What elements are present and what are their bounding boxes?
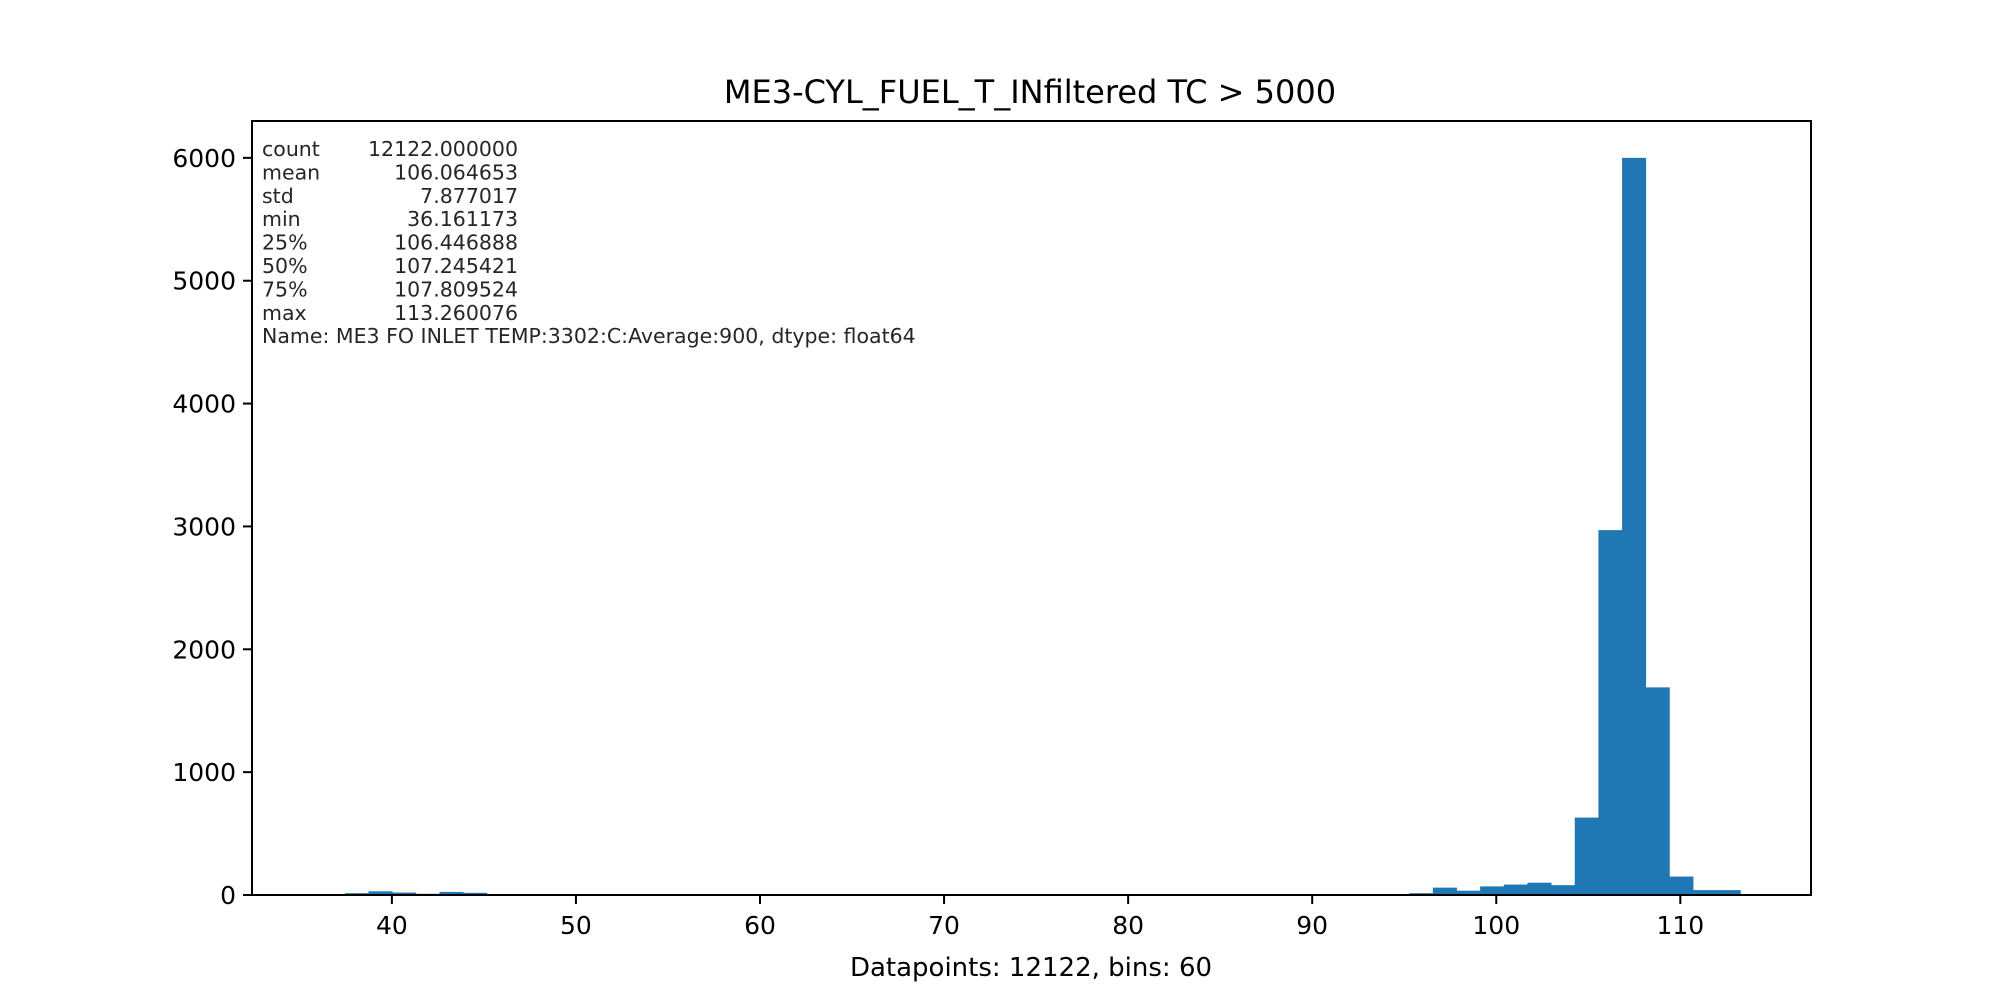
histogram-bar [1598,530,1623,895]
stats-key: 25% [262,231,308,255]
stats-value: 7.877017 [420,184,518,208]
y-axis: 0 1000 2000 3000 4000 5000 6000 [172,144,252,910]
stats-value: 107.245421 [394,254,518,278]
stats-value: 36.161173 [407,207,518,231]
stats-key: std [262,184,294,208]
histogram-bar [1693,890,1718,895]
chart-title: ME3-CYL_FUEL_T_INfiltered TC > 5000 [724,73,1336,111]
stats-value: 113.260076 [394,301,518,325]
histogram-bar [1551,885,1576,895]
histogram-bar [1622,157,1647,896]
y-tick-label: 4000 [172,390,236,419]
x-tick-label: 60 [744,911,776,940]
stats-key: max [262,301,307,325]
stats-value: 106.446888 [394,231,518,255]
histogram-bar [1716,890,1741,895]
histogram-bar [1669,876,1694,895]
histogram-bar [1574,817,1599,895]
histogram-bar [1645,687,1670,895]
histogram-bar [1503,884,1528,895]
stats-key: 75% [262,277,308,301]
stats-key: count [262,137,320,161]
histogram-bar [1432,887,1457,895]
stats-box: count 12122.000000 mean 106.064653 std 7.8770… [262,137,916,348]
y-tick-label: 6000 [172,144,236,173]
stats-value: 106.064653 [394,160,518,184]
histogram-bar [463,892,488,895]
stats-key: min [262,207,301,231]
y-tick-label: 1000 [172,758,236,787]
histogram-bar [368,891,393,895]
histogram-bar [392,892,417,895]
x-tick-label: 110 [1656,911,1704,940]
x-axis: 40 50 60 70 80 90 100 110 [376,895,1704,940]
stats-key: mean [262,160,320,184]
x-axis-label: Datapoints: 12122, bins: 60 [850,953,1212,983]
bars-layer [344,157,1741,896]
x-tick-label: 50 [560,911,592,940]
stats-key: 50% [262,254,308,278]
histogram-bar [1456,890,1481,895]
x-tick-label: 100 [1472,911,1520,940]
y-tick-label: 0 [220,881,236,910]
stats-value: 107.809524 [394,277,518,301]
x-tick-label: 80 [1112,911,1144,940]
stats-footer: Name: ME3 FO INLET TEMP:3302:C:Average:9… [262,324,916,348]
x-tick-label: 70 [928,911,960,940]
y-tick-label: 5000 [172,267,236,296]
y-tick-label: 3000 [172,512,236,541]
y-tick-label: 2000 [172,635,236,664]
histogram-bar [1527,882,1552,895]
x-tick-label: 40 [376,911,408,940]
histogram-bar [439,891,464,895]
x-tick-label: 90 [1296,911,1328,940]
stats-value: 12122.000000 [368,137,518,161]
histogram-bar [1480,886,1505,895]
plot-frame [251,120,1812,896]
